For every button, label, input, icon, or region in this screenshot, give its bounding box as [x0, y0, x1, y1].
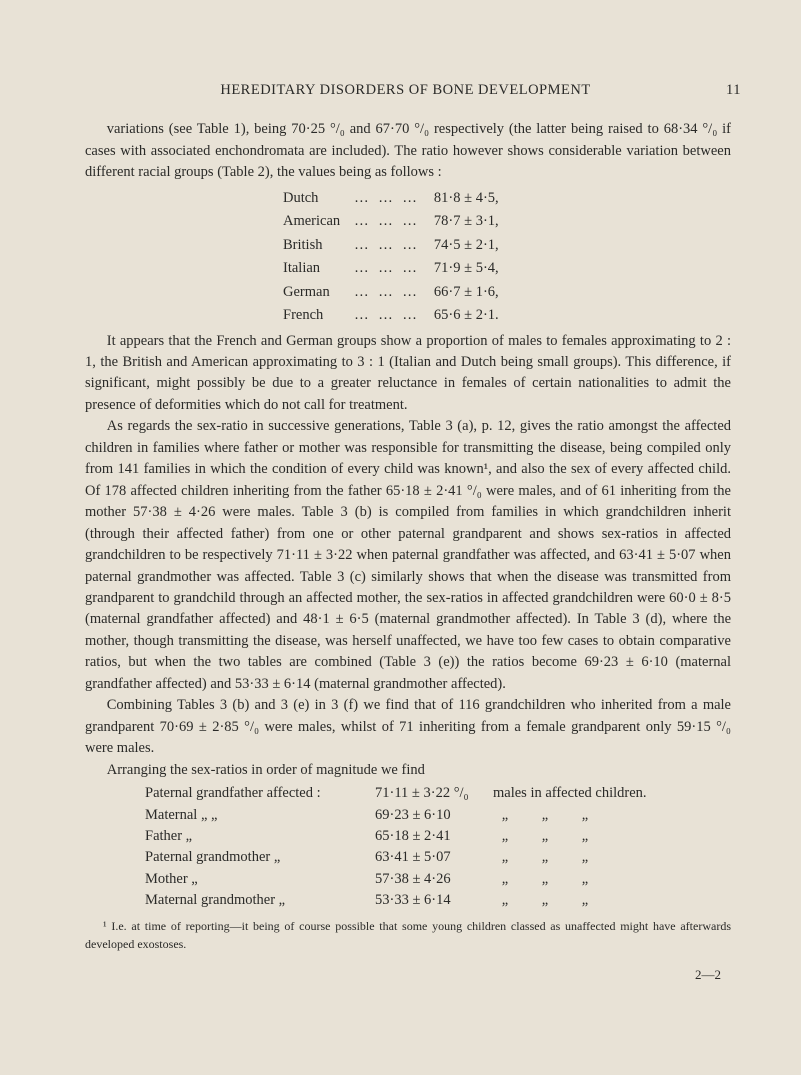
paragraph-2: It appears that the French and German gr…: [85, 331, 731, 417]
stat-row: Dutch… … …81·8 ± 4·5,: [277, 188, 505, 209]
ditto-mark: „: [525, 890, 565, 911]
paragraph-3: As regards the sex-ratio in successive g…: [85, 416, 731, 695]
stat-value: 71·9 ± 5·4,: [428, 258, 505, 279]
ratio-label: Maternal grandmother „: [145, 890, 375, 911]
stat-dots: … … …: [348, 188, 426, 209]
stat-dots: … … …: [348, 235, 426, 256]
stat-label: American: [277, 211, 346, 232]
stat-value: 65·6 ± 2·1.: [428, 305, 505, 326]
stat-value: 74·5 ± 2·1,: [428, 235, 505, 256]
ratio-label: Paternal grandmother „: [145, 847, 375, 868]
stat-label: German: [277, 282, 346, 303]
stat-value: 78·7 ± 3·1,: [428, 211, 505, 232]
ratio-label: Maternal „ „: [145, 805, 375, 826]
ditto-mark: „: [525, 847, 565, 868]
ditto-mark: „: [485, 805, 525, 826]
ratio-value: 69·23 ± 6·10: [375, 805, 485, 826]
stat-dots: … … …: [348, 282, 426, 303]
stat-label: British: [277, 235, 346, 256]
ratio-tail: males in affected children.: [493, 783, 647, 804]
paragraph-5: Arranging the sex-ratios in order of mag…: [85, 760, 731, 781]
stat-dots: … … …: [348, 305, 426, 326]
page: HEREDITARY DISORDERS OF BONE DEVELOPMENT…: [0, 0, 801, 1075]
ratio-row: Paternal grandmother „63·41 ± 5·07„„„: [145, 847, 731, 868]
ratio-row: Maternal „ „69·23 ± 6·10„„„: [145, 805, 731, 826]
ditto-mark: „: [485, 890, 525, 911]
ratio-value: 71·11 ± 3·22 °/₀: [375, 783, 485, 804]
ratio-value: 63·41 ± 5·07: [375, 847, 485, 868]
ditto-mark: „: [565, 826, 605, 847]
paragraph-4: Combining Tables 3 (b) and 3 (e) in 3 (f…: [85, 695, 731, 759]
ratio-row: Mother „57·38 ± 4·26„„„: [145, 869, 731, 890]
ratio-row-header: Paternal grandfather affected : 71·11 ± …: [145, 783, 731, 804]
stat-dots: … … …: [348, 211, 426, 232]
running-header: HEREDITARY DISORDERS OF BONE DEVELOPMENT…: [85, 80, 731, 101]
ditto-mark: „: [565, 890, 605, 911]
racial-groups-table: Dutch… … …81·8 ± 4·5,American… … …78·7 ±…: [275, 186, 507, 329]
stat-row: Italian… … …71·9 ± 5·4,: [277, 258, 505, 279]
header-title: HEREDITARY DISORDERS OF BONE DEVELOPMENT: [220, 82, 590, 98]
footnote-1: ¹ I.e. at time of reporting—it being of …: [85, 918, 731, 954]
sex-ratio-list: Paternal grandfather affected : 71·11 ± …: [145, 783, 731, 912]
stat-label: Dutch: [277, 188, 346, 209]
ratio-value: 57·38 ± 4·26: [375, 869, 485, 890]
page-number: 11: [726, 80, 741, 101]
paragraph-1: variations (see Table 1), being 70·25 °/…: [85, 119, 731, 183]
ratio-row: Maternal grandmother „53·33 ± 6·14„„„: [145, 890, 731, 911]
stat-row: British… … …74·5 ± 2·1,: [277, 235, 505, 256]
ditto-mark: „: [525, 826, 565, 847]
stat-dots: … … …: [348, 258, 426, 279]
signature-mark: 2—2: [85, 965, 721, 984]
stat-row: German… … …66·7 ± 1·6,: [277, 282, 505, 303]
stat-row: American… … …78·7 ± 3·1,: [277, 211, 505, 232]
ditto-mark: „: [525, 869, 565, 890]
stat-label: Italian: [277, 258, 346, 279]
ratio-label: Father „: [145, 826, 375, 847]
ratio-label: Mother „: [145, 869, 375, 890]
ratio-value: 53·33 ± 6·14: [375, 890, 485, 911]
ditto-mark: „: [485, 826, 525, 847]
stat-value: 81·8 ± 4·5,: [428, 188, 505, 209]
ditto-mark: „: [485, 847, 525, 868]
ratio-label: Paternal grandfather affected :: [145, 783, 375, 804]
ratio-value: 65·18 ± 2·41: [375, 826, 485, 847]
stat-row: French… … …65·6 ± 2·1.: [277, 305, 505, 326]
ditto-mark: „: [525, 805, 565, 826]
stat-value: 66·7 ± 1·6,: [428, 282, 505, 303]
ratio-row: Father „65·18 ± 2·41„„„: [145, 826, 731, 847]
ditto-mark: „: [485, 869, 525, 890]
stat-label: French: [277, 305, 346, 326]
ditto-mark: „: [565, 847, 605, 868]
ditto-mark: „: [565, 805, 605, 826]
ditto-mark: „: [565, 869, 605, 890]
